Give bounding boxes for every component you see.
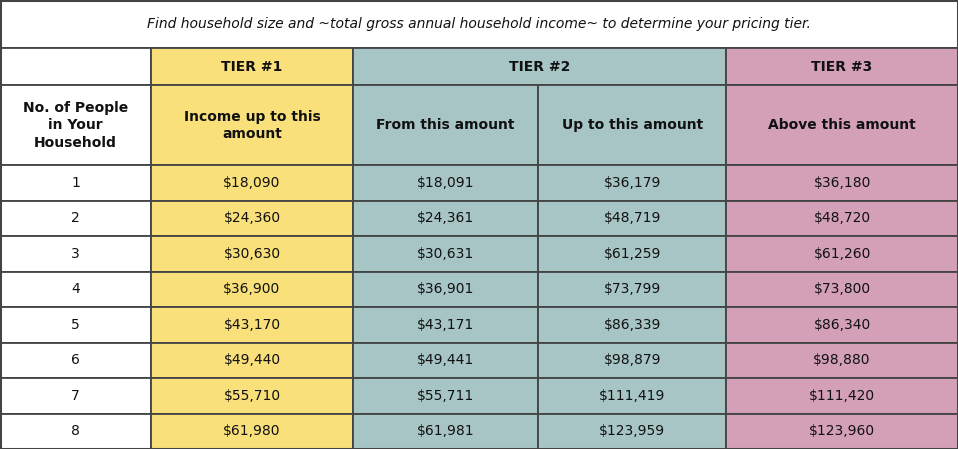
Bar: [353, 236, 538, 272]
Text: $86,339: $86,339: [604, 318, 661, 332]
Text: 6: 6: [71, 353, 80, 367]
Text: $18,090: $18,090: [223, 176, 281, 190]
Text: $123,960: $123,960: [809, 424, 876, 438]
Bar: [726, 272, 958, 307]
Bar: [726, 307, 958, 343]
Bar: [726, 378, 958, 414]
Bar: [353, 201, 538, 236]
Text: $36,180: $36,180: [813, 176, 871, 190]
Bar: [538, 343, 726, 378]
Text: $49,440: $49,440: [223, 353, 281, 367]
Text: $111,419: $111,419: [599, 389, 666, 403]
Bar: [726, 201, 958, 236]
Bar: [0, 378, 151, 414]
Text: $30,630: $30,630: [223, 247, 281, 261]
Bar: [538, 85, 726, 165]
Text: $24,361: $24,361: [417, 211, 474, 225]
Text: $61,259: $61,259: [604, 247, 661, 261]
Text: 8: 8: [71, 424, 80, 438]
Text: $43,171: $43,171: [417, 318, 474, 332]
Text: TIER #1: TIER #1: [221, 60, 283, 74]
Bar: [538, 272, 726, 307]
Text: $111,420: $111,420: [809, 389, 876, 403]
Text: 7: 7: [71, 389, 80, 403]
Text: $73,799: $73,799: [604, 282, 661, 296]
Text: $48,720: $48,720: [813, 211, 871, 225]
Text: $43,170: $43,170: [223, 318, 281, 332]
Bar: [151, 307, 353, 343]
Text: $61,260: $61,260: [813, 247, 871, 261]
Bar: [538, 378, 726, 414]
Text: $48,719: $48,719: [604, 211, 661, 225]
Text: Up to this amount: Up to this amount: [561, 118, 703, 132]
Text: 1: 1: [71, 176, 80, 190]
Text: Income up to this
amount: Income up to this amount: [184, 110, 320, 141]
Bar: [726, 48, 958, 85]
Text: $61,980: $61,980: [223, 424, 281, 438]
Bar: [353, 378, 538, 414]
Text: TIER #2: TIER #2: [509, 60, 570, 74]
Bar: [0, 201, 151, 236]
Bar: [353, 165, 538, 201]
Text: Find household size and ~total gross annual household income~ to determine your : Find household size and ~total gross ann…: [148, 17, 810, 31]
Text: $86,340: $86,340: [813, 318, 871, 332]
Bar: [726, 236, 958, 272]
Text: $55,711: $55,711: [417, 389, 474, 403]
Bar: [353, 343, 538, 378]
Bar: [353, 272, 538, 307]
Text: $18,091: $18,091: [417, 176, 474, 190]
Bar: [0, 272, 151, 307]
Bar: [538, 165, 726, 201]
Text: 5: 5: [71, 318, 80, 332]
Text: $98,879: $98,879: [604, 353, 661, 367]
Text: $123,959: $123,959: [599, 424, 666, 438]
Text: $61,981: $61,981: [417, 424, 474, 438]
Bar: [151, 48, 353, 85]
Bar: [151, 165, 353, 201]
Bar: [0, 414, 151, 449]
Text: $73,800: $73,800: [813, 282, 871, 296]
Bar: [151, 201, 353, 236]
Bar: [726, 85, 958, 165]
Bar: [726, 165, 958, 201]
Bar: [0, 236, 151, 272]
Bar: [0, 85, 151, 165]
Bar: [0, 0, 958, 48]
Text: $36,900: $36,900: [223, 282, 281, 296]
Text: 4: 4: [71, 282, 80, 296]
Text: Above this amount: Above this amount: [768, 118, 916, 132]
Text: No. of People
in Your
Household: No. of People in Your Household: [23, 101, 128, 150]
Text: 3: 3: [71, 247, 80, 261]
Bar: [726, 414, 958, 449]
Bar: [0, 343, 151, 378]
Bar: [538, 414, 726, 449]
Bar: [151, 236, 353, 272]
Text: $36,901: $36,901: [417, 282, 474, 296]
Bar: [353, 85, 538, 165]
Bar: [538, 201, 726, 236]
Bar: [0, 307, 151, 343]
Bar: [0, 48, 151, 85]
Bar: [353, 48, 726, 85]
Text: $49,441: $49,441: [417, 353, 474, 367]
Text: $30,631: $30,631: [417, 247, 474, 261]
Text: $55,710: $55,710: [223, 389, 281, 403]
Bar: [151, 414, 353, 449]
Bar: [151, 272, 353, 307]
Text: 2: 2: [71, 211, 80, 225]
Text: $24,360: $24,360: [223, 211, 281, 225]
Bar: [0, 165, 151, 201]
Bar: [726, 343, 958, 378]
Text: TIER #3: TIER #3: [811, 60, 873, 74]
Text: $98,880: $98,880: [813, 353, 871, 367]
Bar: [151, 85, 353, 165]
Bar: [353, 414, 538, 449]
Bar: [151, 378, 353, 414]
Text: $36,179: $36,179: [604, 176, 661, 190]
Text: From this amount: From this amount: [376, 118, 514, 132]
Bar: [151, 343, 353, 378]
Bar: [538, 307, 726, 343]
Bar: [538, 236, 726, 272]
Bar: [353, 307, 538, 343]
